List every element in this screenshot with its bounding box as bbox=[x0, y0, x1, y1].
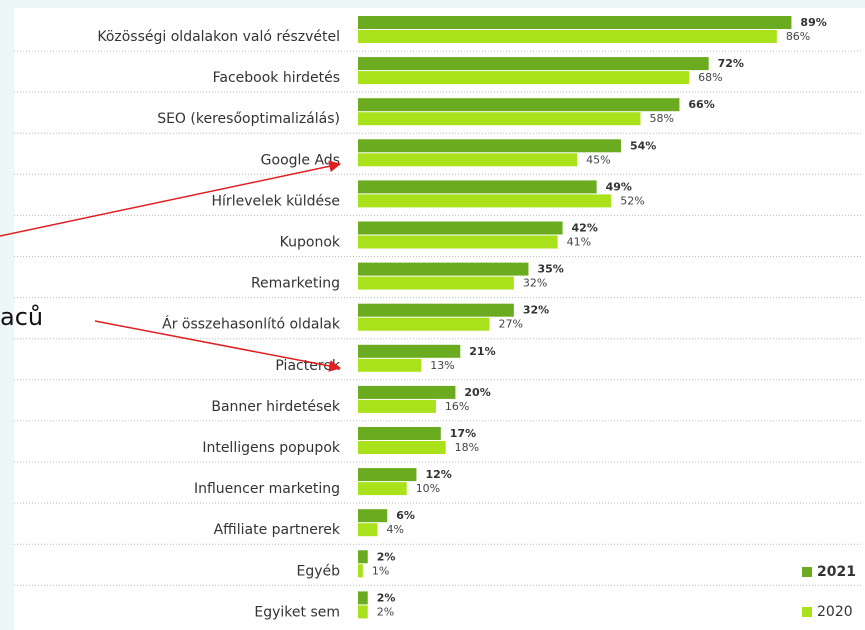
bar bbox=[358, 139, 621, 153]
bar bbox=[358, 427, 441, 440]
bar bbox=[358, 303, 514, 317]
value-label: 32% bbox=[523, 277, 547, 290]
value-label: 27% bbox=[498, 318, 522, 331]
value-label: 68% bbox=[698, 71, 722, 84]
category-label: Affiliate partnerek bbox=[214, 522, 341, 538]
legend-swatch bbox=[802, 607, 812, 617]
bar bbox=[358, 358, 422, 372]
value-label: 10% bbox=[416, 482, 440, 495]
value-label: 52% bbox=[620, 194, 644, 207]
category-label: Ár összehasonlító oldalak bbox=[162, 316, 341, 333]
value-label: 1% bbox=[372, 564, 389, 577]
bar bbox=[358, 112, 641, 126]
bar bbox=[358, 317, 490, 331]
category-label: Influencer marketing bbox=[194, 481, 340, 497]
value-label: 41% bbox=[567, 236, 591, 249]
value-label: 16% bbox=[445, 400, 469, 413]
category-label: Piacterek bbox=[275, 358, 340, 374]
bar bbox=[358, 564, 363, 578]
plot: Közösségi oldalakon való részvétel 89%86%… bbox=[14, 16, 862, 620]
value-label: 4% bbox=[386, 523, 403, 536]
bar bbox=[358, 153, 578, 167]
bar bbox=[358, 221, 563, 235]
bar bbox=[358, 276, 514, 290]
category-label: SEO (keresőoptimalizálás) bbox=[157, 111, 340, 127]
legend-swatch bbox=[802, 567, 812, 577]
arrow bbox=[0, 160, 342, 237]
category-label: Egyéb bbox=[296, 563, 340, 579]
value-label: 32% bbox=[523, 304, 549, 317]
value-label: 72% bbox=[718, 57, 744, 70]
bar bbox=[358, 180, 597, 194]
bar bbox=[358, 57, 709, 71]
value-label: 58% bbox=[649, 112, 673, 125]
bar bbox=[358, 16, 792, 29]
legend-label: 2020 bbox=[817, 604, 853, 620]
value-label: 45% bbox=[586, 153, 610, 166]
category-label: Remarketing bbox=[251, 276, 340, 292]
bar bbox=[358, 344, 461, 358]
value-label: 54% bbox=[630, 139, 656, 152]
category-label: Kuponok bbox=[280, 235, 341, 251]
value-label: 12% bbox=[425, 468, 451, 481]
value-label: 86% bbox=[786, 30, 810, 43]
bar bbox=[358, 30, 777, 43]
value-label: 21% bbox=[469, 345, 495, 358]
category-label: Hírlevelek küldése bbox=[212, 193, 340, 209]
bar bbox=[358, 441, 446, 454]
value-label: 2% bbox=[377, 591, 396, 604]
category-label: Facebook hirdetés bbox=[213, 70, 340, 86]
bar bbox=[358, 262, 529, 276]
bar bbox=[358, 550, 368, 564]
value-label: 2% bbox=[377, 550, 396, 563]
value-label: 2% bbox=[377, 605, 394, 618]
value-label: 17% bbox=[450, 427, 476, 440]
bar bbox=[358, 523, 378, 537]
bar bbox=[358, 194, 612, 208]
category-label: Banner hirdetések bbox=[211, 399, 341, 415]
arrow bbox=[94, 320, 342, 372]
bar bbox=[358, 509, 388, 523]
bar bbox=[358, 605, 368, 619]
value-label: 42% bbox=[572, 222, 598, 235]
bar bbox=[358, 399, 436, 413]
bar bbox=[358, 482, 407, 496]
bar bbox=[358, 385, 456, 399]
category-label: Google Ads bbox=[261, 152, 340, 168]
bar bbox=[358, 71, 690, 85]
annotation-text: aců bbox=[0, 303, 43, 331]
bar bbox=[358, 468, 417, 482]
category-label: Egyiket sem bbox=[254, 604, 340, 620]
bar bbox=[358, 235, 558, 249]
value-label: 35% bbox=[537, 263, 563, 276]
category-label: Intelligens popupok bbox=[202, 440, 341, 456]
legend-label: 2021 bbox=[817, 564, 856, 580]
value-label: 49% bbox=[606, 180, 632, 193]
value-label: 66% bbox=[688, 98, 714, 111]
value-label: 18% bbox=[455, 441, 479, 454]
value-label: 6% bbox=[396, 509, 415, 522]
category-label: Közösségi oldalakon való részvétel bbox=[97, 29, 340, 45]
value-label: 89% bbox=[800, 16, 826, 29]
bar bbox=[358, 98, 680, 112]
value-label: 20% bbox=[464, 386, 490, 399]
bar bbox=[358, 591, 368, 605]
value-label: 13% bbox=[430, 359, 454, 372]
